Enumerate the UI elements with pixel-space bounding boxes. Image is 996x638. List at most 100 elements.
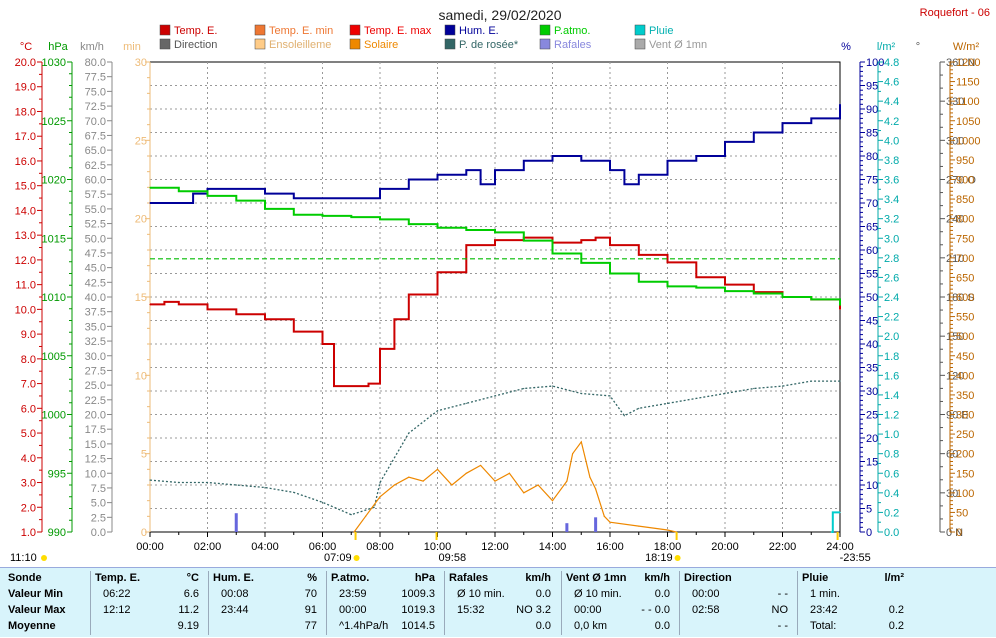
axis-tick-label: 3.8 <box>884 155 899 167</box>
series-hum-e-point <box>264 193 266 195</box>
series-p-de-ros-e-point <box>781 385 784 387</box>
table-cell-time: 00:00 <box>339 604 367 616</box>
legend-item: Pluie <box>634 24 673 37</box>
series-p-de-ros-e-point <box>810 380 812 382</box>
table-cell-value: - - <box>777 620 788 632</box>
axis-tick-label: 45 <box>866 316 878 328</box>
axis-tick-label: 12.0 <box>15 255 36 267</box>
table-unit: l/m² <box>884 572 904 584</box>
table-cell-value: 11.2 <box>178 604 199 616</box>
series-hum-e-point <box>551 155 554 157</box>
axis-tick-label: 200 <box>956 449 974 461</box>
axis-tick-label: 15 <box>866 457 878 469</box>
series-temp-e-point <box>206 308 209 310</box>
table-cell-value: 6.6 <box>183 588 199 600</box>
table-cell-value: 1009.3 <box>401 588 435 600</box>
axis-tick-label: 100 <box>956 488 974 500</box>
axis-tick-label: 70.0 <box>85 116 106 128</box>
axis-tick-label: 2.2 <box>884 312 899 324</box>
series-solaire-point <box>393 484 395 486</box>
table-cell-time: 0,0 km <box>574 620 608 632</box>
axis-tick-label: 1050 <box>956 116 980 128</box>
axis-rain: 0.0 0.2 0.4 0.6 0.8 1.0 1.2 1.4 1.6 1.8 2.0 2.2 2.4 2… <box>877 57 899 539</box>
series-solaire-point <box>551 500 554 502</box>
series-pluie-point <box>839 511 841 514</box>
series-solaire-point <box>638 525 640 527</box>
series-p-atmo-point <box>235 200 237 202</box>
axis-unit-pressure: hPa <box>48 41 68 53</box>
series-p-atmo-point <box>293 214 295 216</box>
axis-tick-label: 400 <box>956 370 974 382</box>
axis-unit-wind: km/h <box>80 41 104 53</box>
table-col-6: Direction 00:00 - - 02:58 NO - - <box>684 568 796 638</box>
series-solaire-point <box>480 464 482 467</box>
table-cell-value: 0.0 <box>654 588 670 600</box>
table-row-label: Valeur Max <box>8 604 66 616</box>
axis-tick-label: 32.5 <box>85 336 106 348</box>
table-col-2: Hum. E.% 00:08 70 23:44 91 77 <box>213 568 325 638</box>
axis-tick-label: 4.2 <box>884 116 899 128</box>
series-temp-e-point <box>638 254 640 256</box>
series-solaire-point <box>595 488 597 490</box>
series-p-atmo-point <box>781 296 784 298</box>
series-temp-e-point <box>379 348 381 350</box>
series-hum-e-point <box>724 141 726 143</box>
legend-label: Temp. E. min <box>269 25 333 37</box>
legend-label: Rafales <box>554 39 592 51</box>
series-hum-e-point <box>781 122 784 124</box>
axis-tick-label: 12.5 <box>85 454 106 466</box>
axis-tick-label: 10.0 <box>15 304 36 316</box>
table-cell-value: 0.0 <box>535 588 551 600</box>
series-hum-e-point <box>753 131 755 134</box>
legend-swatch <box>349 38 361 50</box>
table-row-label: Moyenne <box>8 620 56 632</box>
series-p-de-ros-e-point <box>724 392 726 395</box>
table-cell-value: 0.2 <box>888 620 904 632</box>
axis-unit-temp: °C <box>20 41 32 53</box>
series-hum-e-point <box>623 183 625 185</box>
series-hum-e-point <box>465 169 467 171</box>
axis-tick-label: 30 <box>135 57 147 69</box>
chart-title: samedi, 29/02/2020 <box>439 7 562 23</box>
axis-tick-label: 47.5 <box>85 248 106 260</box>
series-rafales-bar <box>234 513 238 532</box>
table-header: Direction <box>684 572 732 584</box>
legend-label: Pluie <box>649 25 673 37</box>
axis-tick-label: 3.2 <box>884 214 899 226</box>
series-p-de-ros-e-point <box>609 395 611 397</box>
series-pluie-point <box>830 531 832 533</box>
series-temp-e-point <box>666 261 669 263</box>
axis-tick-label: 700 <box>956 253 974 265</box>
series-temp-e-point <box>293 331 295 333</box>
series-p-atmo-point <box>206 195 209 197</box>
axis-tick-label: 550 <box>956 312 974 324</box>
series-temp-e-point <box>350 385 352 387</box>
series-rafales-bar <box>594 517 598 532</box>
table-separator <box>561 571 562 635</box>
x-tick-label: 04:00 <box>251 541 279 553</box>
series-p-atmo-point <box>810 298 812 300</box>
axis-tick-label: 55 <box>866 269 878 281</box>
table-unit: °C <box>186 572 199 584</box>
legend-item: Rafales <box>539 38 592 51</box>
axis-tick-label: 2.4 <box>884 292 899 304</box>
axis-tick-label: 37.5 <box>85 307 106 319</box>
table-cell-time: 23:59 <box>339 588 367 600</box>
axis-tick-label: 60.0 <box>85 175 106 187</box>
axis-humidity: 0 5 10 15 20 25 30 35 40 45 50 55 60 65 70 75 80 85 90 95 10… <box>859 57 884 539</box>
table-unit: % <box>307 572 317 584</box>
series-hum-e-point <box>379 188 381 190</box>
series-solaire-point <box>523 492 525 494</box>
axis-tick-label: 600 <box>956 292 974 304</box>
axis-unit-rain: l/m² <box>877 41 896 53</box>
legend: Temp. E. Direction Temp. E. min Ensoleillem… <box>159 24 707 51</box>
series-temp-e-point <box>494 239 496 241</box>
axis-tick-label: 1150 <box>956 77 980 89</box>
series-hum-e-point <box>235 188 237 190</box>
axis-tick-label: 27.5 <box>85 365 106 377</box>
series-p-de-ros-e-point <box>373 506 375 508</box>
axis-tick-label: 11.0 <box>15 280 36 292</box>
table-header: Rafales <box>449 572 489 584</box>
table-separator <box>444 571 445 635</box>
table-cell-time: 1 min. <box>810 588 840 600</box>
